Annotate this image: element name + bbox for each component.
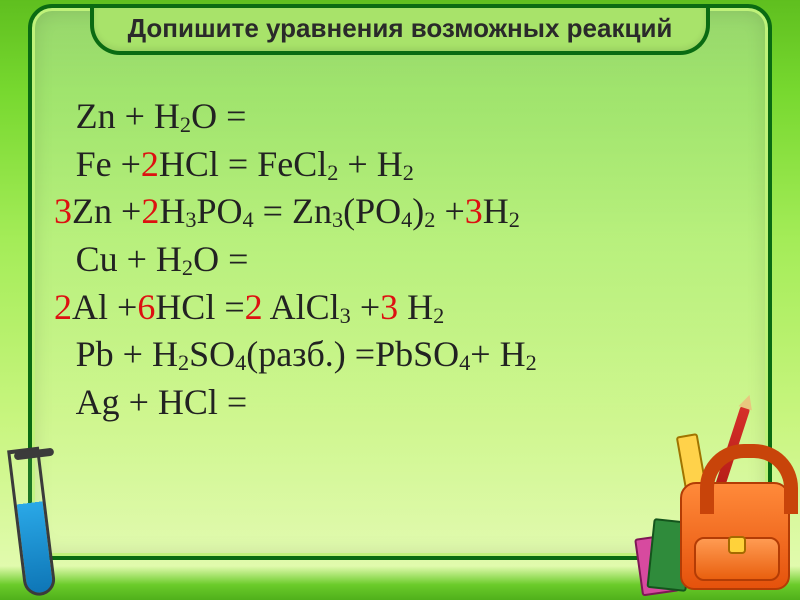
plus: + [120, 382, 158, 422]
reagent: Ag [76, 382, 120, 422]
school-supplies-icon [636, 406, 796, 596]
equals: = [217, 96, 246, 136]
product: H [483, 191, 509, 231]
plus: + H [338, 144, 402, 184]
plus: + [118, 239, 156, 279]
plus: + [112, 191, 141, 231]
sub: 4 [459, 350, 470, 375]
sub: 2 [526, 350, 537, 375]
reagent: Al [72, 287, 108, 327]
sub: 4 [235, 350, 246, 375]
reagent: HCl [159, 144, 219, 184]
product: (PO [343, 191, 401, 231]
sub: 3 [185, 207, 196, 232]
sub: 2 [403, 160, 414, 185]
sub: 3 [332, 207, 343, 232]
sub: 4 [401, 207, 412, 232]
coeff: 2 [141, 191, 159, 231]
sub: 2 [182, 255, 193, 280]
title-text: Допишите уравнения возможных реакций [128, 13, 673, 43]
equations-block: Zn + H2O = Fe +2HCl = FeCl2 + H2 3Zn +2H… [54, 94, 537, 428]
reagent: PO [196, 191, 242, 231]
equation-row: 2Al +6HCl =2 AlCl3 +3 H2 [54, 285, 537, 330]
product: ) [412, 191, 424, 231]
sub: 2 [424, 207, 435, 232]
plus: + [108, 287, 137, 327]
reagent: Zn [76, 96, 116, 136]
plus: + H [470, 334, 525, 374]
reagent: H [159, 191, 185, 231]
reagent: SO [189, 334, 235, 374]
equation-row: Pb + H2SO4(разб.) =PbSO4+ H2 [54, 332, 537, 377]
reagent: H [152, 334, 178, 374]
reagent: H [156, 239, 182, 279]
reagent: HCl [158, 382, 218, 422]
sub: 2 [180, 112, 191, 137]
reagent: H [154, 96, 180, 136]
note: (разб.) [246, 334, 346, 374]
plus: + [351, 287, 380, 327]
equals: = [215, 287, 244, 327]
plus: + [116, 96, 154, 136]
reagent: Zn [72, 191, 112, 231]
coeff: 2 [245, 287, 263, 327]
equals: = [346, 334, 375, 374]
equation-row: Cu + H2O = [54, 237, 537, 282]
plus: + [114, 334, 152, 374]
product: PbSO [375, 334, 459, 374]
plus: + [435, 191, 464, 231]
product: H [398, 287, 433, 327]
equals: = [254, 191, 292, 231]
sub: 2 [178, 350, 189, 375]
sub: 2 [509, 207, 520, 232]
product: AlCl [263, 287, 340, 327]
test-tube-icon [4, 418, 64, 598]
equation-row: 3Zn +2H3PO4 = Zn3(PO4)2 +3H2 [54, 189, 537, 234]
tube-glass-icon [7, 447, 57, 598]
reagent: O [193, 239, 219, 279]
plus: + [112, 144, 141, 184]
sub: 2 [433, 303, 444, 328]
coeff: 2 [141, 144, 159, 184]
coeff: 6 [137, 287, 155, 327]
coeff: 3 [380, 287, 398, 327]
reagent: HCl [155, 287, 215, 327]
reagent: Pb [76, 334, 114, 374]
reagent: Cu [76, 239, 118, 279]
sub: 4 [243, 207, 254, 232]
product: Zn [292, 191, 332, 231]
sub: 3 [340, 303, 351, 328]
equation-row: Ag + HCl = [54, 380, 537, 425]
equals: = [219, 144, 257, 184]
backpack-icon [680, 482, 790, 590]
coeff: 3 [465, 191, 483, 231]
lead-coeff: 3 [54, 191, 72, 231]
equals: = [219, 239, 248, 279]
equation-row: Fe +2HCl = FeCl2 + H2 [54, 142, 537, 187]
product: FeCl [257, 144, 327, 184]
slide-background: Допишите уравнения возможных реакций Zn … [0, 0, 800, 600]
backpack-clip-icon [728, 536, 746, 554]
equation-row: Zn + H2O = [54, 94, 537, 139]
reagent: Fe [76, 144, 112, 184]
equals: = [218, 382, 247, 422]
lead-coeff: 2 [54, 287, 72, 327]
title-pill: Допишите уравнения возможных реакций [90, 8, 710, 55]
sub: 2 [327, 160, 338, 185]
reagent: O [191, 96, 217, 136]
